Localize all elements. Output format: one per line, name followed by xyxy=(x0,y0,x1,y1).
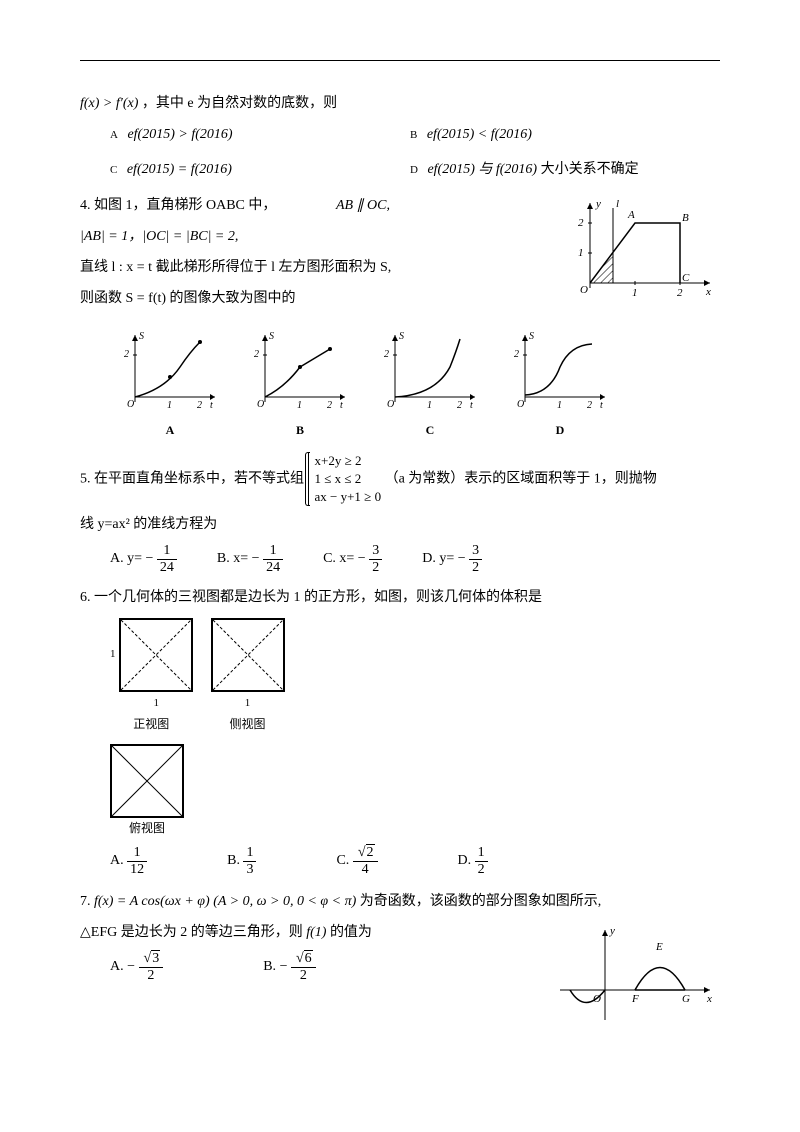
svg-text:1: 1 xyxy=(578,247,584,259)
svg-text:O: O xyxy=(127,399,134,410)
q5-system: x+2y ≥ 2 1 ≤ x ≤ 2 ax − y+1 ≥ 0 xyxy=(308,452,382,507)
q4-graph-c: O12 t2S C xyxy=(380,327,480,441)
q4-parallel: AB ∥ OC, xyxy=(336,193,390,218)
svg-text:O: O xyxy=(517,399,524,410)
svg-text:l: l xyxy=(616,198,619,210)
svg-text:2: 2 xyxy=(254,349,259,360)
q7-option-b: B. − 62 xyxy=(263,951,315,983)
q7-stem1: 7. f(x) = A cos(ωx + φ) (A > 0, ω > 0, 0… xyxy=(80,889,720,914)
svg-text:t: t xyxy=(600,400,603,411)
q7-row: O x y E F G △EFG 是边长为 2 的等边三角形，则 f(1) 的值… xyxy=(80,920,720,1039)
q4-trapezoid-svg: 1 2 1 2 O A B C l x y xyxy=(570,193,720,303)
svg-text:G: G xyxy=(682,993,690,1005)
svg-text:C: C xyxy=(682,272,690,284)
svg-text:2: 2 xyxy=(514,349,519,360)
svg-text:y: y xyxy=(595,198,601,210)
q6-top-view: 俯视图 xyxy=(110,744,184,840)
q3-options-row2: C ef(2015) = f(2016) D ef(2015) 与 f(2016… xyxy=(110,157,720,182)
q3-stem: f(x) > f′(x) ，其中 e 为自然对数的底数，则 xyxy=(80,91,720,116)
svg-text:2: 2 xyxy=(327,400,332,411)
svg-text:2: 2 xyxy=(124,349,129,360)
q6-options: A. 112 B. 13 C. 24 D. 12 xyxy=(110,845,720,877)
svg-text:1: 1 xyxy=(427,400,432,411)
svg-text:B: B xyxy=(682,212,689,224)
svg-text:t: t xyxy=(210,400,213,411)
svg-text:1: 1 xyxy=(167,400,172,411)
q3-option-a: A ef(2015) > f(2016) xyxy=(110,122,370,147)
svg-text:S: S xyxy=(529,331,534,342)
top-rule xyxy=(80,60,720,61)
svg-text:1: 1 xyxy=(557,400,562,411)
svg-text:2: 2 xyxy=(457,400,462,411)
q4-graphs: O12 t2S A O12 t2S B xyxy=(120,327,720,441)
q5-option-b: B. x= − 124 xyxy=(217,543,283,575)
q3-inequality: f(x) > f′(x) xyxy=(80,96,138,111)
q6-views-row2: 俯视图 xyxy=(110,744,720,840)
svg-text:x: x xyxy=(706,993,712,1005)
svg-text:2: 2 xyxy=(384,349,389,360)
svg-text:1: 1 xyxy=(632,287,638,299)
svg-text:S: S xyxy=(269,331,274,342)
q7-figure: O x y E F G xyxy=(550,920,720,1039)
q6-views-row1: 1 1 正视图 1 侧视图 xyxy=(110,618,720,735)
q3-option-b: B ef(2015) < f(2016) xyxy=(410,122,532,147)
q5-stem: 5. 在平面直角坐标系中，若不等式组 x+2y ≥ 2 1 ≤ x ≤ 2 ax… xyxy=(80,452,720,507)
svg-text:A: A xyxy=(627,209,635,221)
q4-figure: 1 2 1 2 O A B C l x y xyxy=(570,193,720,312)
svg-text:F: F xyxy=(631,993,639,1005)
svg-text:S: S xyxy=(139,331,144,342)
svg-text:y: y xyxy=(609,925,615,937)
svg-text:O: O xyxy=(387,399,394,410)
q3-stem-text: ，其中 e 为自然对数的底数，则 xyxy=(142,96,337,111)
svg-text:E: E xyxy=(655,941,663,953)
svg-text:O: O xyxy=(593,993,601,1005)
q5-option-c: C. x= − 32 xyxy=(323,543,382,575)
q6-option-d: D. 12 xyxy=(458,845,488,877)
svg-text:2: 2 xyxy=(677,287,683,299)
q3-option-c: C ef(2015) = f(2016) xyxy=(110,157,370,182)
svg-text:1: 1 xyxy=(297,400,302,411)
svg-text:t: t xyxy=(340,400,343,411)
q6-option-c: C. 24 xyxy=(336,845,377,877)
q5-option-d: D. y= − 32 xyxy=(422,543,482,575)
q4-graph-a: O12 t2S A xyxy=(120,327,220,441)
q4-graph-d: O12 t2S D xyxy=(510,327,610,441)
q3-options-row1: A ef(2015) > f(2016) B ef(2015) < f(2016… xyxy=(110,122,720,147)
q7-option-a: A. − 32 xyxy=(110,951,163,983)
q5-option-a: A. y= − 124 xyxy=(110,543,177,575)
svg-text:2: 2 xyxy=(197,400,202,411)
q4-graph-b: O12 t2S B xyxy=(250,327,350,441)
q6-option-b: B. 13 xyxy=(227,845,256,877)
q6-stem: 6. 一个几何体的三视图都是边长为 1 的正方形，如图，则该几何体的体积是 xyxy=(80,585,720,610)
q5-options: A. y= − 124 B. x= − 124 C. x= − 32 D. y=… xyxy=(110,543,720,575)
svg-text:O: O xyxy=(257,399,264,410)
q4-block: 1 2 1 2 O A B C l x y 4. 如图 1，直角梯形 OABC … xyxy=(80,193,720,442)
q5-stem3: 线 y=ax² 的准线方程为 xyxy=(80,512,720,537)
svg-text:x: x xyxy=(705,286,711,298)
q7-options: A. − 32 B. − 62 xyxy=(110,951,530,983)
svg-text:2: 2 xyxy=(587,400,592,411)
svg-text:O: O xyxy=(580,284,588,296)
svg-text:2: 2 xyxy=(578,217,584,229)
q6-side-view: 1 侧视图 xyxy=(211,618,285,735)
svg-text:S: S xyxy=(399,331,404,342)
q6-option-a: A. 112 xyxy=(110,845,147,877)
q6-front-view: 1 1 正视图 xyxy=(110,618,193,735)
svg-text:t: t xyxy=(470,400,473,411)
q3-option-d: D ef(2015) 与 f(2016) 大小关系不确定 xyxy=(410,157,639,182)
